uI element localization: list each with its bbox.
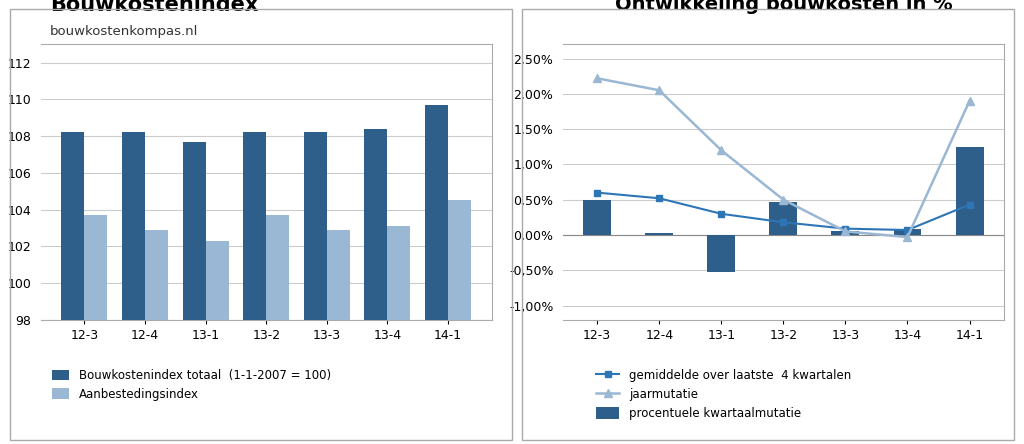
Bar (449, 200, 471, 444)
Line: gemiddelde over laatste  4 kwartalen: gemiddelde over laatste 4 kwartalen (594, 189, 973, 234)
Bar (304, 132, 327, 444)
Bar (122, 132, 145, 444)
jaarmutatie (901, 234, 913, 240)
jaarmutatie (591, 75, 603, 81)
gemiddelde over laatste  4 kwartalen (964, 202, 976, 207)
Bar (145, 230, 168, 444)
jaarmutatie (840, 229, 852, 234)
Bar (365, 129, 387, 444)
Line: jaarmutatie: jaarmutatie (593, 74, 974, 241)
Bar (206, 241, 228, 444)
Bar (266, 215, 289, 444)
gemiddelde over laatste  4 kwartalen (840, 226, 852, 231)
Legend: gemiddelde over laatste  4 kwartalen, jaarmutatie, procentuele kwartaalmutatie: gemiddelde over laatste 4 kwartalen, jaa… (591, 364, 856, 424)
Bar (584, 200, 611, 235)
Bar (894, 229, 922, 235)
Bar (387, 226, 411, 444)
gemiddelde over laatste  4 kwartalen (591, 190, 603, 195)
Bar (645, 233, 673, 235)
Bar (244, 132, 266, 444)
gemiddelde over laatste  4 kwartalen (901, 227, 913, 233)
gemiddelde over laatste  4 kwartalen (653, 196, 666, 201)
gemiddelde over laatste  4 kwartalen (777, 220, 790, 225)
Bar (831, 231, 859, 235)
Bar (327, 230, 350, 444)
Text: bouwkostenkompas.nl: bouwkostenkompas.nl (50, 25, 199, 38)
jaarmutatie (653, 87, 666, 93)
gemiddelde over laatste  4 kwartalen (715, 211, 727, 217)
Bar (182, 142, 206, 444)
Bar (425, 105, 449, 444)
Legend: Bouwkostenindex totaal  (1-1-2007 = 100), Aanbestedingsindex: Bouwkostenindex totaal (1-1-2007 = 100),… (47, 364, 336, 405)
Bar (769, 202, 798, 235)
Bar (84, 215, 108, 444)
Bar (955, 147, 983, 235)
jaarmutatie (964, 98, 976, 103)
jaarmutatie (777, 197, 790, 202)
Bar (708, 235, 735, 272)
Text: Bouwkostenindex: Bouwkostenindex (50, 0, 258, 15)
Text: Ontwikkeling bouwkosten in %: Ontwikkeling bouwkosten in % (614, 0, 952, 14)
Bar (61, 132, 84, 444)
jaarmutatie (715, 147, 727, 153)
